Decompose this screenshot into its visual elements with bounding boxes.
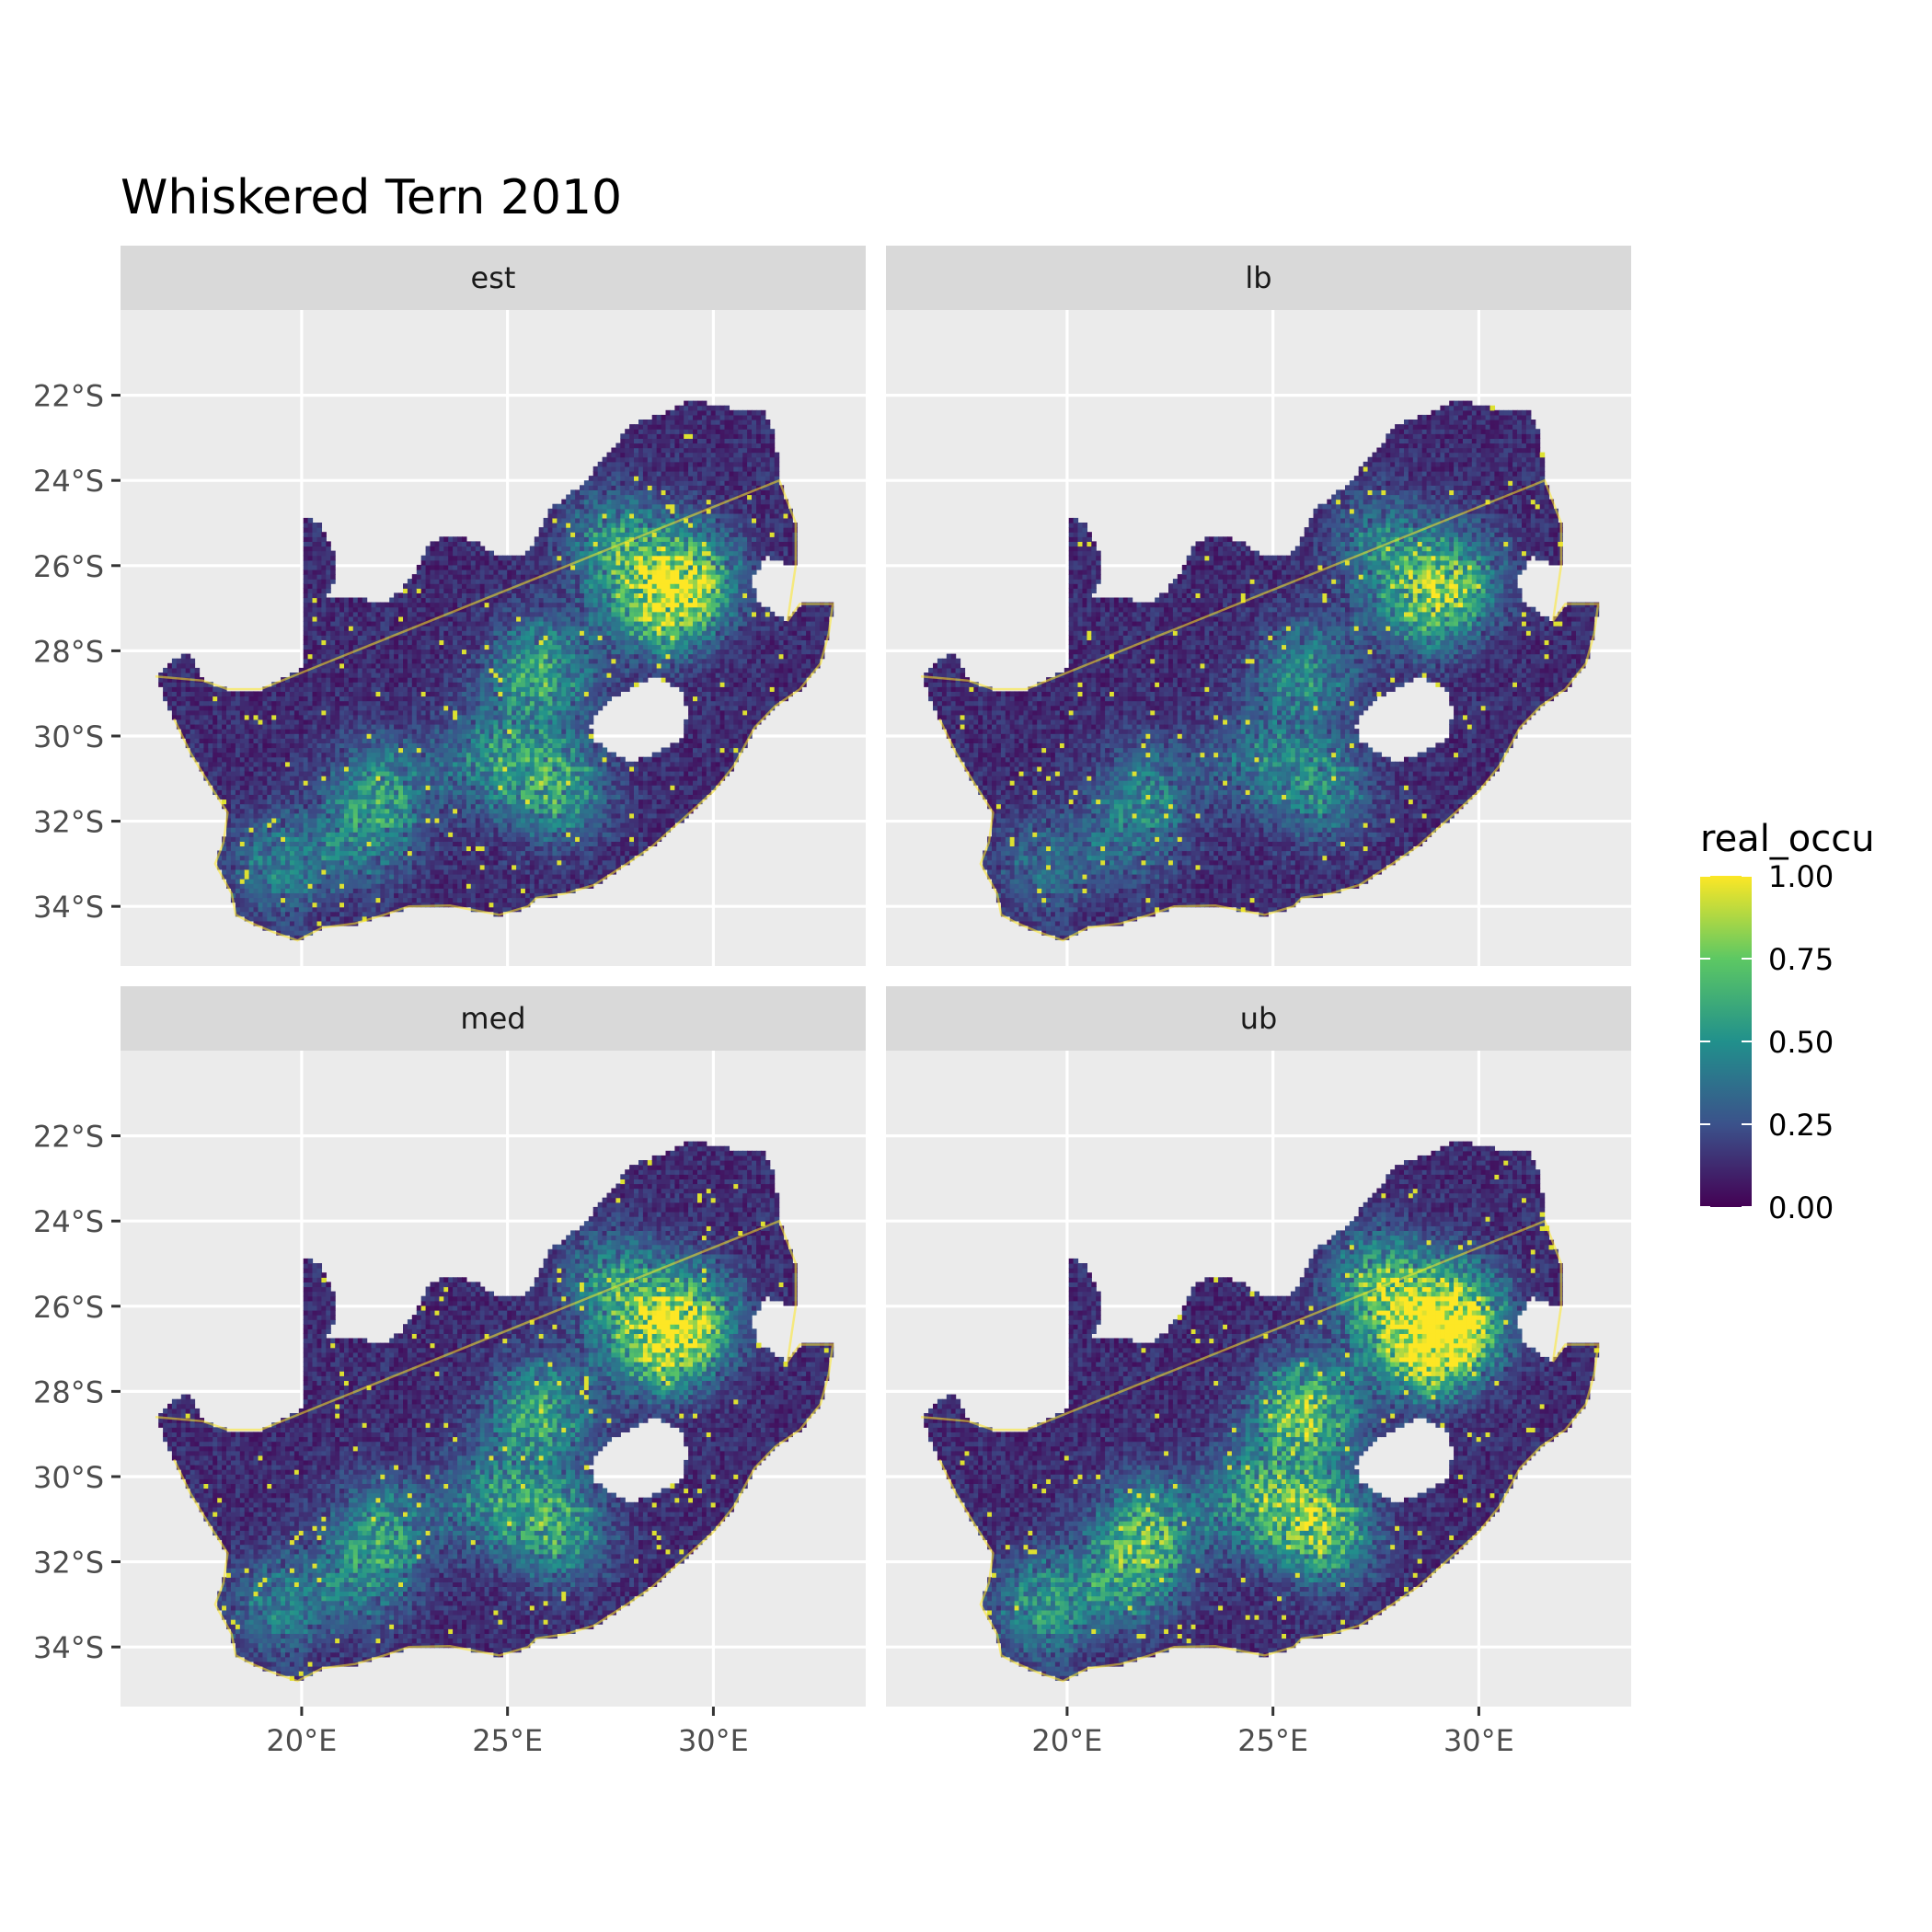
y-tick-label: 32°S: [33, 1546, 104, 1581]
y-tick-label: 32°S: [33, 805, 104, 840]
facet-panel-ub: ub: [886, 986, 1631, 1707]
y-tick-label: 22°S: [33, 1120, 104, 1155]
legend-tick-label: 0.50: [1768, 1025, 1834, 1060]
legend-title: real_occu: [1700, 818, 1875, 860]
legend: real_occu 1.00 0.75 0.50 0.25 0.00: [1700, 818, 1875, 1225]
y-tick-label: 26°S: [33, 549, 104, 584]
x-tick-label: 30°E: [1443, 1723, 1514, 1758]
y-tick-label: 22°S: [33, 379, 104, 414]
facet-strip-label: lb: [1245, 260, 1271, 295]
x-tick-label: 20°E: [1031, 1723, 1102, 1758]
y-tick-label: 26°S: [33, 1290, 104, 1325]
x-tick-label: 25°E: [1237, 1723, 1308, 1758]
facet-panel-est: est: [121, 246, 866, 966]
y-tick-label: 24°S: [33, 1204, 104, 1239]
legend-tick-label: 0.25: [1768, 1108, 1834, 1143]
facet-panel-lb: lb: [886, 246, 1631, 966]
y-tick-label: 28°S: [33, 634, 104, 669]
y-tick-label: 34°S: [33, 1630, 104, 1665]
y-tick-label: 28°S: [33, 1374, 104, 1409]
chart-title: Whiskered Tern 2010: [121, 170, 622, 225]
x-tick-label: 20°E: [266, 1723, 337, 1758]
legend-tick-label: 0.75: [1768, 942, 1834, 977]
y-tick-label: 30°S: [33, 1460, 104, 1495]
facet-strip-label: est: [471, 260, 516, 295]
x-tick-label: 25°E: [472, 1723, 543, 1758]
legend-tick-label: 0.00: [1768, 1190, 1834, 1225]
x-tick-label: 30°E: [678, 1723, 749, 1758]
y-tick-label: 34°S: [33, 890, 104, 925]
facet-strip-label: ub: [1240, 1001, 1278, 1036]
y-tick-label: 30°S: [33, 719, 104, 754]
legend-tick-label: 1.00: [1768, 859, 1834, 894]
y-tick-label: 24°S: [33, 464, 104, 499]
facet-strip-label: med: [460, 1001, 525, 1036]
facet-panel-med: med: [121, 986, 866, 1707]
